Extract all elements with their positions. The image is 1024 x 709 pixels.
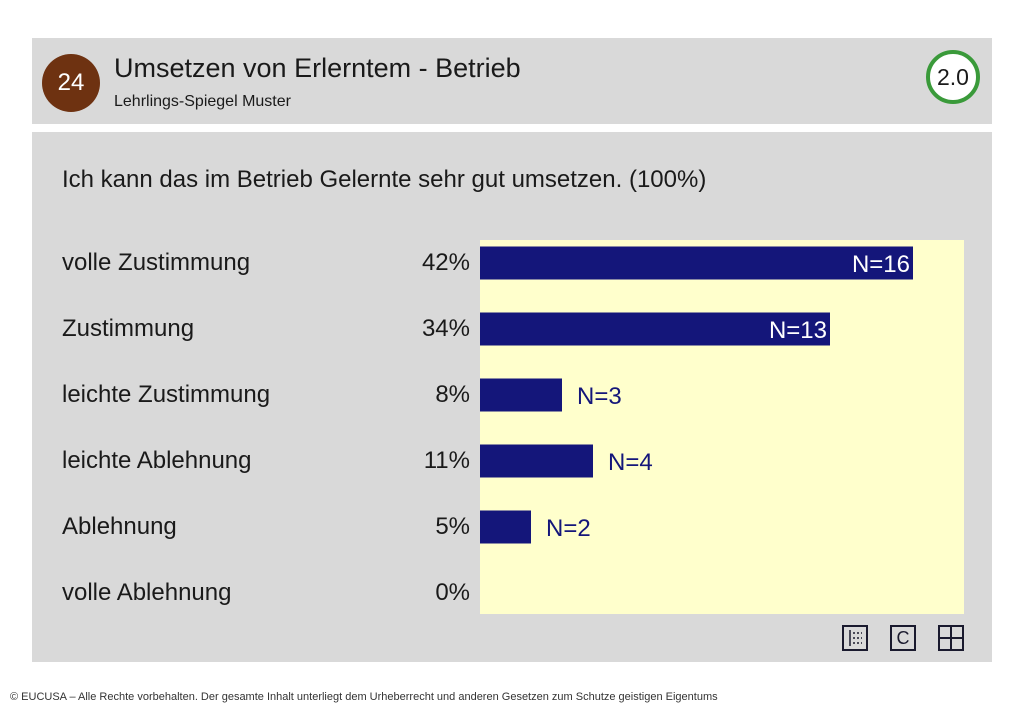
bar bbox=[480, 246, 913, 280]
grid-icon[interactable] bbox=[938, 625, 964, 651]
n-count-label: N=2 bbox=[546, 515, 591, 542]
list-icon[interactable] bbox=[842, 625, 868, 651]
percent-label: 0% bbox=[435, 579, 470, 606]
n-count-label: N=16 bbox=[852, 251, 910, 278]
copyright-icon[interactable]: C bbox=[890, 625, 916, 651]
bar-chart: N=16 N=13 N=3 N=4 N=2 bbox=[480, 246, 913, 544]
percent-label: 5% bbox=[435, 513, 470, 540]
category-label: leichte Zustimmung bbox=[62, 381, 271, 408]
bar bbox=[480, 510, 531, 544]
percent-label: 34% bbox=[421, 315, 470, 342]
percent-label: 11% bbox=[423, 447, 470, 474]
category-label: volle Ablehnung bbox=[62, 579, 232, 606]
chart-title: Ich kann das im Betrieb Gelernte sehr gu… bbox=[62, 166, 707, 193]
category-label: leichte Ablehnung bbox=[62, 447, 252, 474]
category-label: volle Zustimmung bbox=[62, 249, 251, 276]
percent-label: 8% bbox=[435, 381, 470, 408]
page-title: Umsetzen von Erlerntem - Betrieb bbox=[114, 53, 521, 83]
bar bbox=[480, 312, 830, 346]
page-subtitle: Lehrlings-Spiegel Muster bbox=[114, 93, 291, 110]
slide-number-badge: 24 bbox=[42, 54, 100, 112]
n-count-label: N=3 bbox=[577, 383, 622, 410]
category-label: Ablehnung bbox=[62, 513, 177, 540]
header-panel bbox=[32, 38, 992, 124]
bar bbox=[480, 378, 562, 412]
version-badge: 2.0 bbox=[926, 50, 980, 104]
footer-copyright: © EUCUSA – Alle Rechte vorbehalten. Der … bbox=[10, 691, 718, 703]
category-label: Zustimmung bbox=[62, 315, 195, 342]
plot-area: N=16 N=13 N=3 N=4 N=2 bbox=[480, 240, 964, 614]
n-count-label: N=13 bbox=[769, 317, 827, 344]
n-count-label: N=4 bbox=[608, 449, 653, 476]
bar bbox=[480, 444, 593, 478]
percent-label: 42% bbox=[421, 249, 470, 276]
